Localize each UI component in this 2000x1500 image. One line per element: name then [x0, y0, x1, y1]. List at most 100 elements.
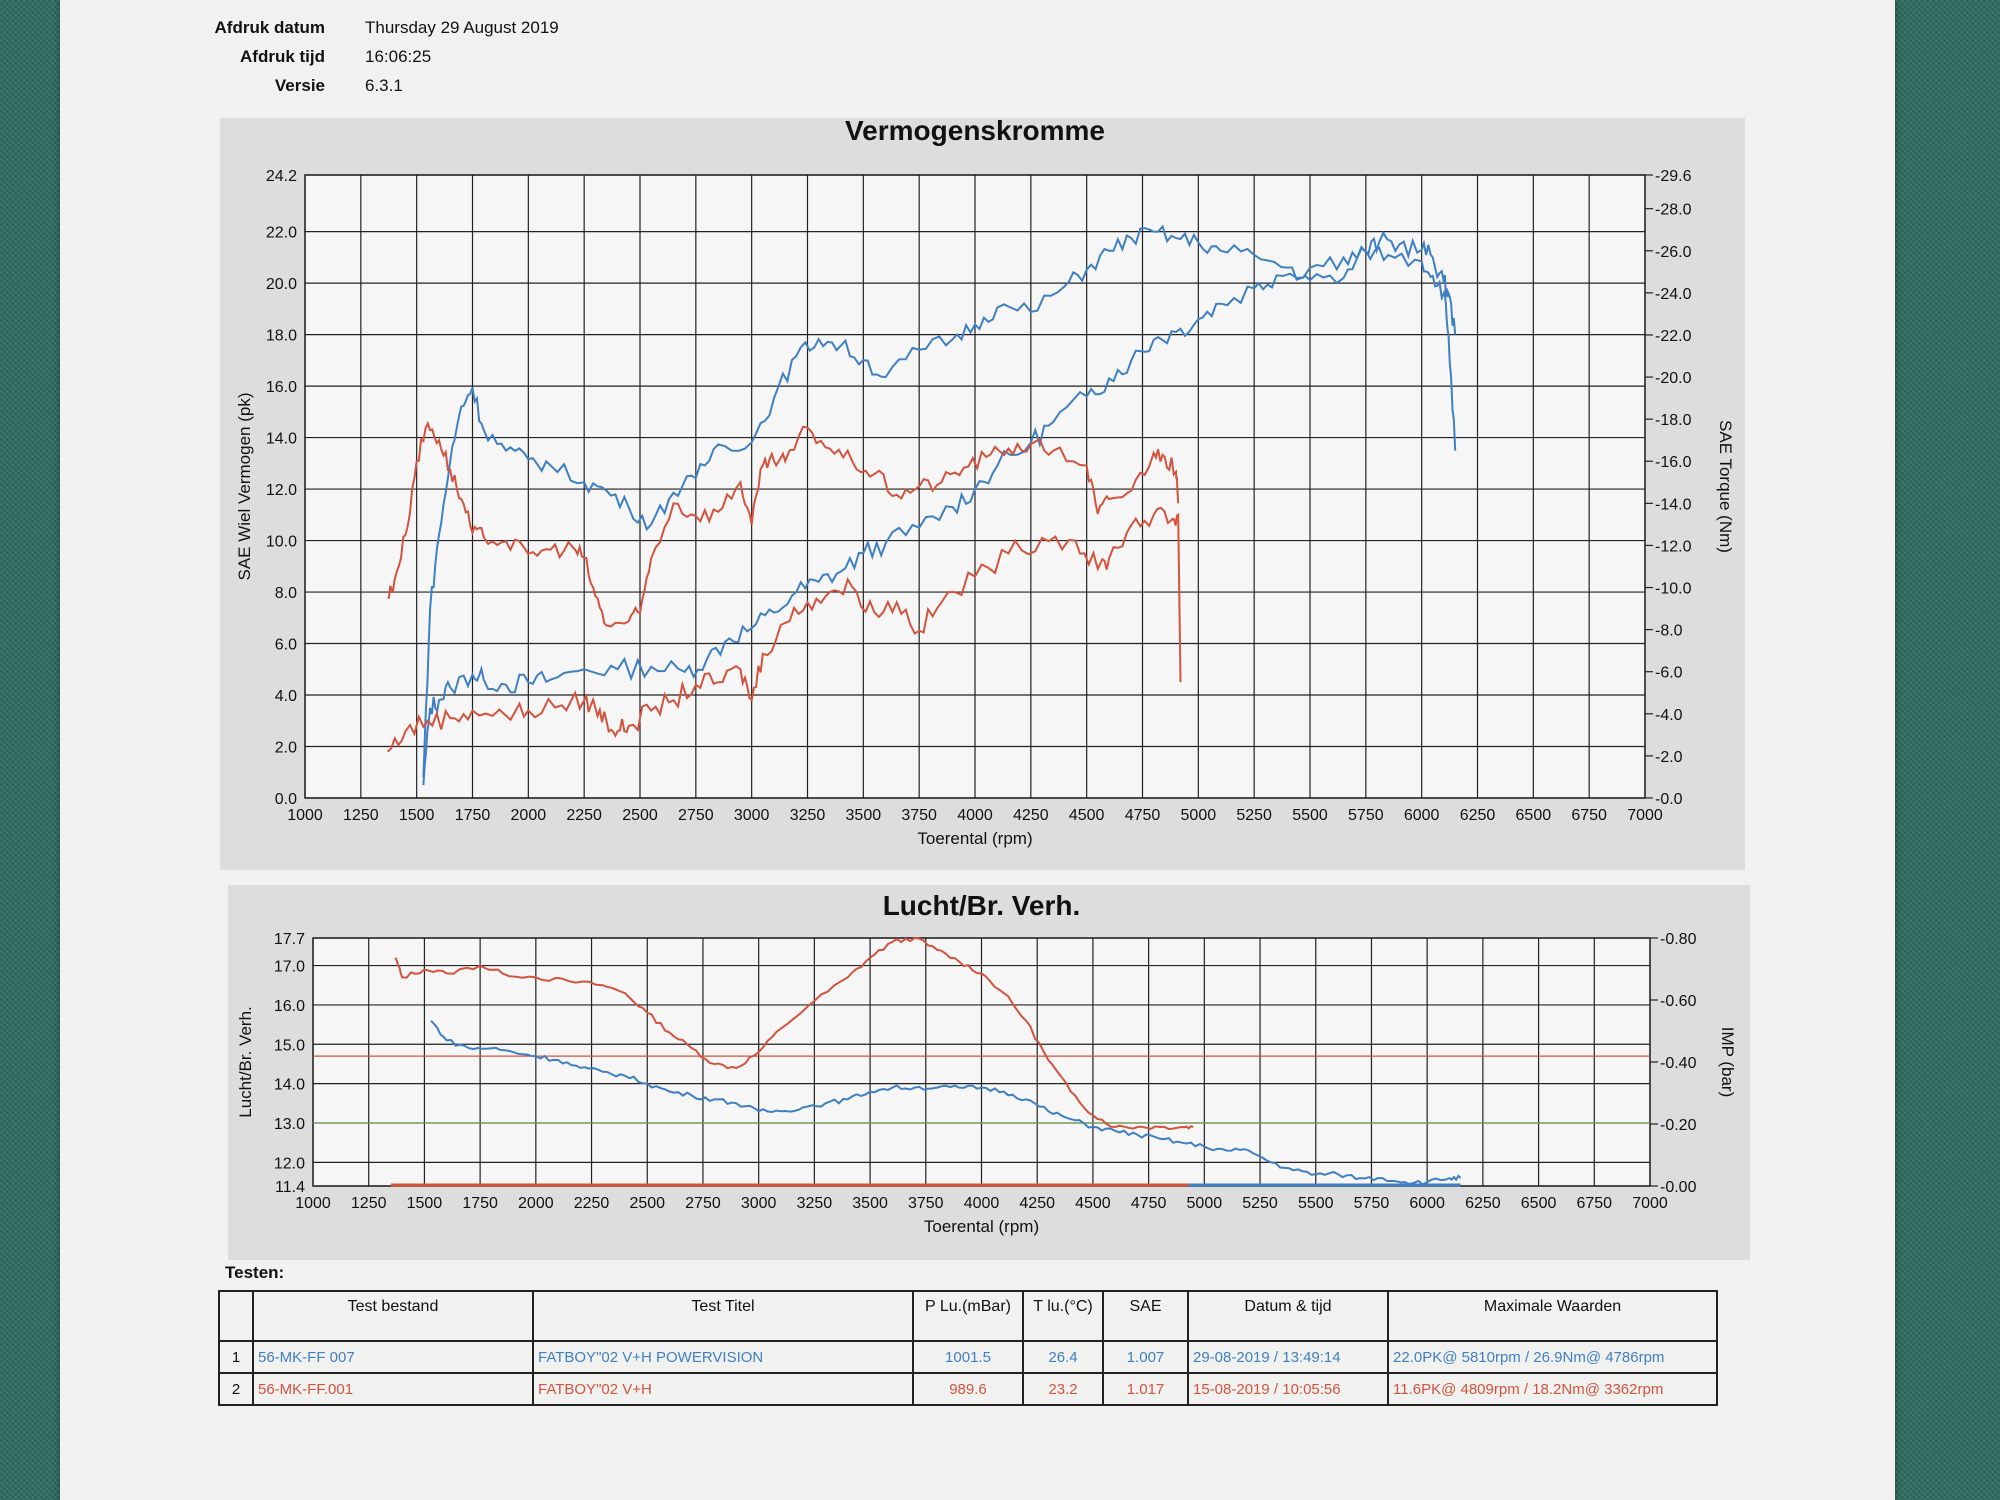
tests-header-row: Test bestand Test Titel P Lu.(mBar) T lu…	[218, 1290, 1718, 1342]
x-tick-label: 1500	[399, 807, 435, 824]
y-tick-label: 14.0	[266, 431, 297, 448]
tests-title: Testen:	[225, 1263, 285, 1282]
y-tick-label: 0.0	[275, 791, 297, 808]
tests-table: Test bestand Test Titel P Lu.(mBar) T lu…	[218, 1290, 1718, 1406]
y2-tick-label: -2.0	[1655, 749, 1683, 766]
x-tick-label: 4500	[1075, 1195, 1111, 1212]
test-max: 22.0PK@ 5810rpm / 26.9Nm@ 4786rpm	[1387, 1340, 1718, 1374]
y-tick-label: 11.4	[275, 1179, 305, 1196]
series-line	[430, 1020, 1462, 1186]
x-tick-label: 7000	[1627, 807, 1663, 824]
test-temp: 26.4	[1022, 1340, 1104, 1374]
x-tick-label: 5750	[1348, 807, 1384, 824]
row-index: 1	[218, 1340, 254, 1374]
x-tick-label: 2500	[622, 807, 658, 824]
col-header-file: Test bestand	[252, 1290, 534, 1342]
y-tick-label: 20.0	[266, 276, 297, 293]
y-tick-label: 17.7	[274, 931, 305, 948]
y2-tick-label: -8.0	[1655, 623, 1683, 640]
y2-tick-label: -22.0	[1655, 328, 1692, 345]
col-header-title: Test Titel	[532, 1290, 914, 1342]
series-line	[387, 420, 1180, 628]
y-tick-label: 8.0	[275, 585, 297, 602]
y2-tick-label: -12.0	[1655, 538, 1692, 555]
x-tick-label: 3250	[790, 807, 826, 824]
series-line	[422, 230, 1457, 786]
x-tick-label: 6750	[1571, 807, 1607, 824]
x-tick-label: 3000	[741, 1195, 777, 1212]
x-tick-label: 5500	[1298, 1195, 1334, 1212]
y-tick-label: 4.0	[275, 688, 297, 705]
x-tick-label: 1750	[462, 1195, 498, 1212]
col-header-index	[218, 1290, 254, 1342]
col-header-temp: T lu.(°C)	[1022, 1290, 1104, 1342]
y-tick-label: 24.2	[266, 168, 297, 185]
x-tick-label: 1500	[407, 1195, 443, 1212]
y2-tick-label: -18.0	[1655, 412, 1692, 429]
x-tick-label: 4250	[1013, 807, 1049, 824]
series-line	[422, 224, 1457, 778]
row-index: 2	[218, 1372, 254, 1406]
test-temp: 23.2	[1022, 1372, 1104, 1406]
y2-tick-label: -16.0	[1655, 454, 1692, 471]
x-tick-label: 1250	[351, 1195, 387, 1212]
x-tick-label: 6000	[1404, 807, 1440, 824]
y2-tick-label: -0.20	[1660, 1117, 1697, 1134]
x-tick-label: 4000	[964, 1195, 1000, 1212]
print-date: Thursday 29 August 2019	[365, 18, 559, 37]
series-line	[386, 506, 1182, 753]
x-tick-label: 7000	[1632, 1195, 1668, 1212]
y2-tick-label: -0.80	[1660, 931, 1697, 948]
chart-title: Vermogenskromme	[845, 115, 1105, 146]
x-tick-label: 5000	[1181, 807, 1217, 824]
col-header-max: Maximale Waarden	[1387, 1290, 1718, 1342]
x-tick-label: 2250	[574, 1195, 610, 1212]
col-header-sae: SAE	[1102, 1290, 1189, 1342]
y2-tick-label: -0.0	[1655, 791, 1683, 808]
col-header-datetime: Datum & tijd	[1187, 1290, 1389, 1342]
test-file: 56-MK-FF.001	[252, 1372, 534, 1406]
y2-tick-label: -0.00	[1660, 1179, 1697, 1196]
y-tick-label: 12.0	[266, 482, 297, 499]
version: 6.3.1	[365, 76, 403, 95]
x-tick-label: 6250	[1465, 1195, 1501, 1212]
y-tick-label: 17.0	[274, 959, 305, 976]
x-tick-label: 5000	[1187, 1195, 1223, 1212]
test-max: 11.6PK@ 4809rpm / 18.2Nm@ 3362rpm	[1387, 1372, 1718, 1406]
x-tick-label: 6500	[1521, 1195, 1557, 1212]
y2-tick-label: -10.0	[1655, 581, 1692, 598]
x-tick-label: 3000	[734, 807, 770, 824]
x-tick-label: 5250	[1236, 807, 1272, 824]
test-pressure: 1001.5	[912, 1340, 1024, 1374]
print-time: 16:06:25	[365, 47, 432, 66]
test-sae: 1.017	[1102, 1372, 1189, 1406]
x-tick-label: 4500	[1069, 807, 1105, 824]
y-tick-label: 6.0	[275, 637, 297, 654]
x-tick-label: 2000	[511, 807, 547, 824]
x-tick-label: 6250	[1460, 807, 1496, 824]
y-tick-label: 2.0	[275, 740, 297, 757]
x-tick-label: 5500	[1292, 807, 1328, 824]
x-tick-label: 2250	[566, 807, 602, 824]
chart-title: Lucht/Br. Verh.	[883, 890, 1081, 921]
y-axis-label: Lucht/Br. Verh.	[236, 1006, 255, 1118]
test-title: FATBOY"02 V+H	[532, 1372, 914, 1406]
y2-tick-label: -28.0	[1655, 202, 1692, 219]
y2-tick-label: -26.0	[1655, 244, 1692, 261]
y2-tick-label: -6.0	[1655, 665, 1683, 682]
y-axis-label: SAE Wiel Vermogen (pk)	[235, 392, 254, 580]
y-tick-label: 14.0	[274, 1077, 305, 1094]
y-tick-label: 10.0	[266, 534, 297, 551]
y-tick-label: 15.0	[274, 1037, 305, 1054]
x-tick-label: 1250	[343, 807, 379, 824]
y-tick-label: 18.0	[266, 328, 297, 345]
test-datetime: 15-08-2019 / 10:05:56	[1187, 1372, 1389, 1406]
x-tick-label: 3500	[846, 807, 882, 824]
test-file: 56-MK-FF 007	[252, 1340, 534, 1374]
y2-tick-label: -29.6	[1655, 168, 1692, 185]
x-tick-label: 4250	[1019, 1195, 1055, 1212]
x-tick-label: 3750	[908, 1195, 944, 1212]
x-tick-label: 3500	[852, 1195, 888, 1212]
